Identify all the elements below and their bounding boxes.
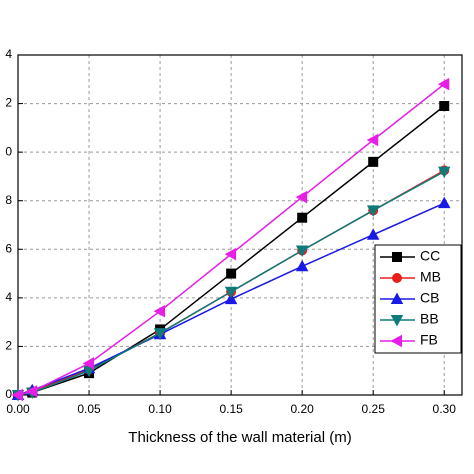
y-tick-label: 8 [5, 193, 12, 207]
legend-label: BB [420, 311, 439, 327]
marker [295, 190, 308, 204]
y-tick-label: 2 [5, 339, 12, 353]
marker [153, 328, 167, 340]
x-tick-label: 0.25 [362, 402, 386, 416]
marker [25, 385, 38, 398]
marker [366, 133, 379, 147]
y-tick-label: 0 [5, 387, 12, 401]
x-tick-label: 0.15 [219, 402, 243, 416]
x-tick-label: 0.05 [77, 402, 101, 416]
y-tick-label: 6 [5, 241, 12, 255]
marker [368, 156, 379, 167]
marker [224, 247, 237, 261]
marker [392, 273, 402, 283]
series-line [17, 170, 445, 396]
marker [295, 245, 309, 257]
marker [224, 292, 238, 305]
marker [390, 315, 404, 327]
marker [390, 292, 404, 304]
marker [439, 101, 450, 111]
series-line [17, 83, 445, 396]
legend-label: CB [420, 290, 439, 306]
marker [226, 268, 237, 279]
y-tick-label: 0 [5, 144, 12, 158]
y-tick-label: 4 [5, 290, 12, 304]
plot-frame [17, 54, 463, 396]
marker [366, 205, 380, 217]
marker [297, 212, 308, 223]
marker [437, 196, 451, 209]
marker [11, 388, 23, 402]
legend-label: FB [420, 332, 438, 348]
marker [392, 252, 402, 262]
x-tick-label: 0.10 [148, 402, 172, 416]
x-axis-label: Thickness of the wall material (m) [128, 429, 351, 446]
marker [437, 166, 451, 179]
marker [437, 77, 450, 91]
marker [295, 259, 309, 272]
y-tick-label: 4 [5, 47, 12, 61]
x-tick-label: 0.30 [433, 402, 457, 416]
marker [390, 334, 402, 348]
marker [82, 357, 95, 370]
legend-label: CC [420, 248, 440, 264]
marker [366, 228, 380, 240]
marker [224, 286, 238, 299]
marker [153, 304, 166, 318]
legend-label: MB [420, 269, 441, 285]
x-tick-label: 0.00 [6, 402, 30, 416]
y-tick-label: 2 [5, 96, 12, 110]
x-tick-label: 0.20 [290, 402, 314, 416]
